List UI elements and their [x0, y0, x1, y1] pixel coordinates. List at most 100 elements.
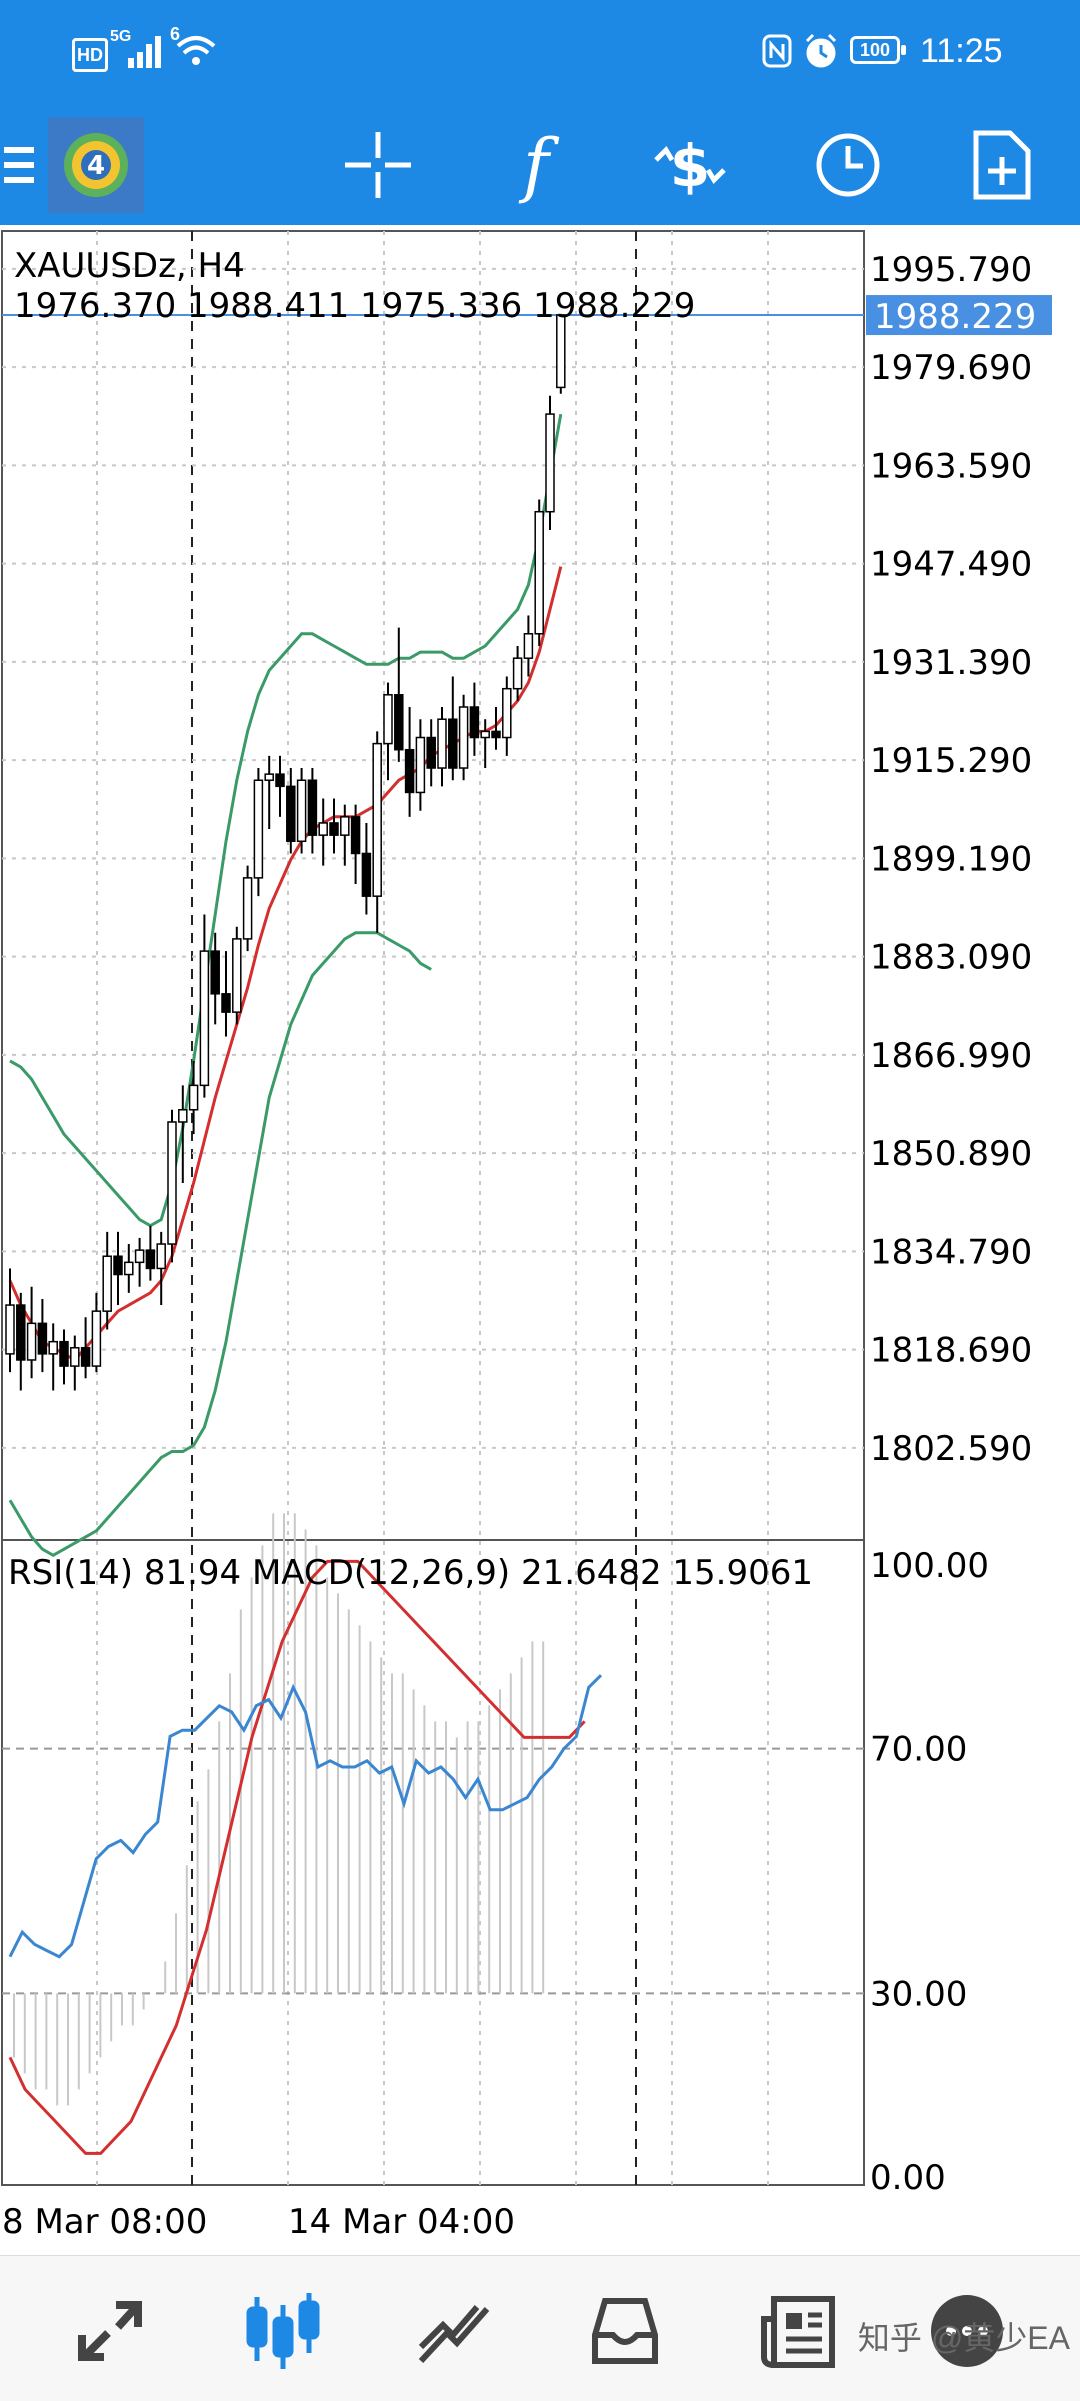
watermark: 知乎 @黄少EA: [857, 2320, 1070, 2356]
rsi-line: [8, 1674, 603, 1959]
nfc-icon: [762, 34, 792, 68]
candle-body: [199, 950, 210, 1087]
history-icon[interactable]: [570, 2276, 680, 2386]
top-toolbar: 4 f $: [0, 105, 1080, 225]
axis-labels: 1995.790 1979.690 1963.590 1947.490 1931.390…: [2, 250, 1032, 2242]
candle-body: [448, 718, 458, 769]
app-logo[interactable]: 4: [46, 105, 146, 225]
candle-body: [91, 1310, 102, 1367]
candle-body: [210, 950, 220, 995]
candle-body: [480, 730, 490, 739]
candle-body: [134, 1249, 145, 1264]
price-tick-label: 1866.990: [870, 1036, 1032, 1076]
trade-dollar-icon[interactable]: $: [642, 105, 738, 225]
price-tick-label: 1995.790: [870, 250, 1032, 290]
rsi-tick-label: 30.00: [870, 1974, 967, 2014]
candle-body: [16, 1304, 26, 1361]
price-tick-label: 1931.390: [870, 643, 1032, 683]
price-tick-label: 1915.290: [870, 741, 1032, 781]
chart-tab-icon[interactable]: [228, 2276, 338, 2386]
candle-body: [372, 742, 382, 897]
candle-body: [37, 1322, 48, 1355]
time-tick-label: 8 Mar 08:00: [2, 2202, 207, 2242]
macd-signal-line: [8, 1559, 586, 2155]
candle-body: [361, 852, 372, 897]
chart-symbol: XAUUSDz, H4: [14, 246, 245, 286]
trade-icon[interactable]: [398, 2276, 508, 2386]
crosshair-icon[interactable]: [330, 105, 426, 225]
messages-icon[interactable]: [912, 2276, 1022, 2386]
hd-badge: HD: [72, 38, 108, 72]
candle-body: [242, 877, 253, 940]
candle-body: [275, 773, 285, 788]
bollinger-lower: [8, 931, 432, 1558]
quotes-icon[interactable]: [55, 2276, 165, 2386]
candle-body: [296, 779, 307, 843]
candle-body: [415, 736, 426, 794]
candle-body: [167, 1121, 177, 1245]
menu-icon[interactable]: [0, 105, 40, 225]
candle-body: [426, 736, 436, 769]
rsi-tick-label: 0.00: [870, 2158, 946, 2198]
candle-body: [286, 785, 296, 843]
chart-grid: [1, 230, 865, 2186]
chart-ohlc: 1976.370 1988.411 1975.336 1988.229: [14, 286, 695, 326]
new-order-icon[interactable]: [954, 105, 1050, 225]
candle-body: [512, 657, 523, 690]
candle-body: [59, 1340, 69, 1367]
signal-5g-icon: 5G: [110, 28, 165, 70]
candle-body: [329, 822, 339, 836]
indicators-f-icon[interactable]: f: [523, 124, 549, 206]
price-tick-label: 1883.090: [870, 938, 1032, 978]
moving-average: [8, 566, 563, 1362]
time-tick-label: 14 Mar 04:00: [288, 2202, 515, 2242]
price-tick-label: 1899.190: [870, 839, 1032, 879]
candle-body: [350, 816, 361, 855]
candle-body: [80, 1347, 91, 1367]
candle-body: [404, 748, 415, 794]
candle-body: [102, 1255, 112, 1312]
bottom-nav: 知乎 @黄少EA: [0, 2255, 1080, 2401]
price-tick-label: 1802.590: [870, 1429, 1032, 1469]
candle-body: [307, 779, 318, 836]
candle-body: [556, 314, 566, 389]
candle-body: [340, 816, 350, 836]
candle-body: [491, 730, 501, 739]
candle-body: [437, 718, 447, 769]
candle-body: [534, 510, 544, 635]
svg-text:4: 4: [87, 151, 105, 181]
price-tick-label: 1850.890: [870, 1134, 1032, 1174]
price-tick-label: 1947.490: [870, 545, 1032, 585]
chart-area[interactable]: 1988.229 1995.790 1979.690 1963.590 1947.49…: [0, 225, 1080, 2255]
candle-body: [178, 1109, 188, 1123]
price-tick-label: 1818.690: [870, 1331, 1032, 1371]
indicator-label: RSI(14) 81.94 MACD(12,26,9) 21.6482 15.9…: [8, 1553, 813, 1593]
candle-body: [113, 1255, 123, 1276]
candle-body: [502, 687, 512, 739]
svg-text:$: $: [670, 132, 710, 200]
candle-body: [26, 1322, 37, 1361]
indicator-series: [8, 1513, 603, 2155]
wifi-6-icon: 6: [170, 24, 218, 70]
sub-panel-frame: [1, 1539, 865, 2186]
bollinger-upper: [9, 413, 563, 1228]
rsi-tick-label: 100.00: [870, 1546, 989, 1586]
news-icon[interactable]: [745, 2276, 855, 2386]
main-series: 1988.229: [2, 295, 1052, 1558]
price-tick-label: 1979.690: [870, 348, 1032, 388]
candle-body: [383, 694, 393, 745]
battery-icon: 100: [850, 36, 910, 68]
candle-body: [188, 1084, 199, 1111]
candle-body: [48, 1340, 58, 1355]
candle-body: [469, 706, 480, 739]
rsi-tick-label: 70.00: [870, 1730, 967, 1770]
price-chart[interactable]: 1988.229 1995.790 1979.690 1963.590 1947.49…: [0, 225, 1080, 2255]
candle-body: [264, 773, 274, 781]
candle-body: [221, 993, 231, 1013]
candle-body: [156, 1243, 166, 1270]
candle-body: [523, 633, 534, 659]
alarm-icon: [803, 32, 839, 70]
candle-body: [124, 1261, 134, 1276]
status-bar: HD 5G 6 100 11:25: [0, 0, 1080, 105]
timeframe-clock-icon[interactable]: [800, 105, 896, 225]
